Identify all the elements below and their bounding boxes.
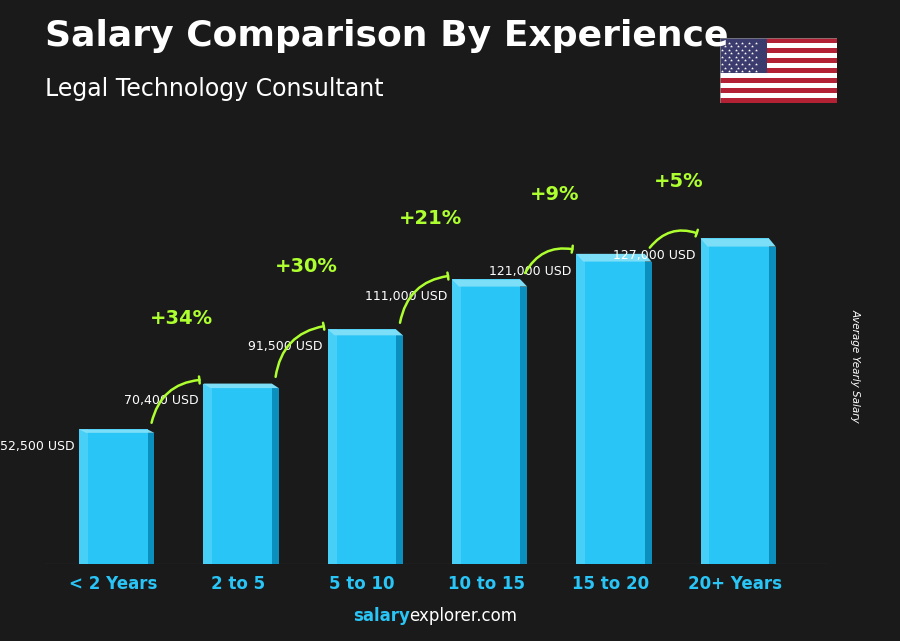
Bar <box>576 254 644 564</box>
Bar <box>396 335 403 564</box>
Bar <box>720 93 837 97</box>
Polygon shape <box>576 254 652 262</box>
Text: +21%: +21% <box>399 209 462 228</box>
Polygon shape <box>79 429 155 433</box>
Text: +30%: +30% <box>274 257 338 276</box>
Bar <box>148 433 155 564</box>
Bar <box>79 429 148 564</box>
Text: explorer.com: explorer.com <box>410 607 518 625</box>
Bar <box>720 38 767 73</box>
Bar <box>720 73 837 78</box>
Text: 121,000 USD: 121,000 USD <box>489 265 572 278</box>
Bar <box>644 262 652 564</box>
Polygon shape <box>700 238 776 247</box>
Bar <box>720 88 837 93</box>
Text: 111,000 USD: 111,000 USD <box>364 290 447 303</box>
Bar <box>700 238 709 564</box>
Bar <box>720 83 837 88</box>
Bar <box>700 238 769 564</box>
Text: Average Yearly Salary: Average Yearly Salary <box>850 308 860 422</box>
Bar <box>720 38 837 44</box>
Bar <box>328 329 396 564</box>
Bar <box>769 247 776 564</box>
Text: +5%: +5% <box>654 172 704 191</box>
Text: 91,500 USD: 91,500 USD <box>248 340 323 353</box>
Bar <box>272 388 279 564</box>
Bar <box>720 44 837 48</box>
Bar <box>328 329 337 564</box>
Text: 127,000 USD: 127,000 USD <box>613 249 696 262</box>
Bar <box>720 53 837 58</box>
Bar <box>720 78 837 83</box>
Bar <box>720 97 837 103</box>
Text: +34%: +34% <box>150 309 213 328</box>
Text: 70,400 USD: 70,400 USD <box>124 394 199 408</box>
Text: Salary Comparison By Experience: Salary Comparison By Experience <box>45 19 728 53</box>
Bar <box>452 279 520 564</box>
Bar <box>203 383 272 564</box>
Bar <box>452 279 461 564</box>
Text: Legal Technology Consultant: Legal Technology Consultant <box>45 77 383 101</box>
Bar <box>203 383 212 564</box>
Polygon shape <box>328 329 403 335</box>
Text: salary: salary <box>353 607 410 625</box>
Text: +9%: +9% <box>530 185 580 204</box>
Bar <box>520 287 527 564</box>
Bar <box>720 58 837 63</box>
Bar <box>720 63 837 68</box>
Bar <box>720 68 837 73</box>
Polygon shape <box>452 279 527 287</box>
Text: 52,500 USD: 52,500 USD <box>0 440 74 453</box>
Polygon shape <box>203 383 279 388</box>
Bar <box>720 48 837 53</box>
Bar <box>576 254 585 564</box>
Bar <box>79 429 88 564</box>
